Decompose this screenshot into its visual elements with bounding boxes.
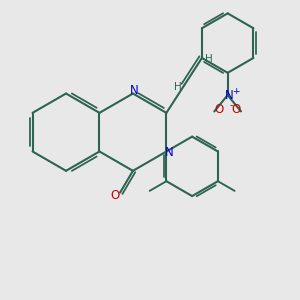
Text: O: O (215, 103, 224, 116)
Text: H: H (205, 54, 212, 64)
Text: +: + (232, 87, 240, 96)
Text: O: O (231, 103, 241, 116)
Text: -: - (230, 100, 233, 110)
Text: N: N (130, 84, 139, 97)
Text: N: N (225, 88, 233, 102)
Text: O: O (110, 189, 119, 202)
Text: H: H (174, 82, 182, 92)
Text: N: N (165, 146, 174, 160)
